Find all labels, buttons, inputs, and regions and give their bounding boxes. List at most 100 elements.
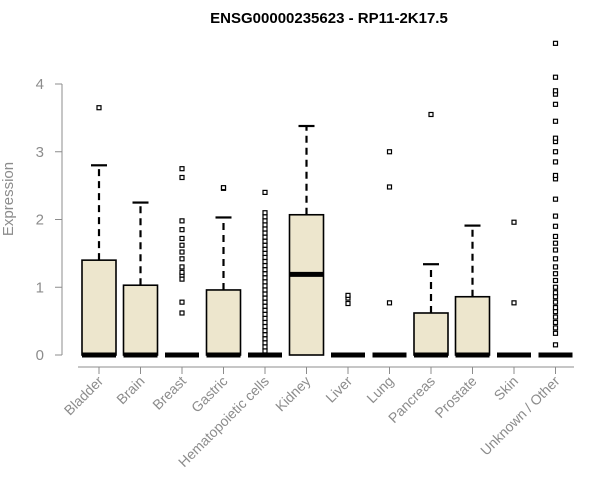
x-tick-label: Brain — [113, 373, 147, 407]
x-tick-label: Lung — [363, 373, 396, 406]
outlier-point — [262, 291, 268, 297]
outlier-point — [552, 40, 559, 46]
x-tick-label: Skin — [491, 373, 522, 404]
outlier-point — [262, 218, 268, 224]
x-tick-label: Breast — [149, 373, 189, 413]
box-10 — [454, 224, 491, 358]
outlier-point — [552, 172, 559, 179]
outlier-point — [179, 299, 185, 305]
outlier-point — [552, 314, 559, 320]
outlier-point — [220, 185, 227, 191]
x-tick-label: Liver — [322, 373, 355, 406]
outlier-point — [262, 287, 268, 293]
outlier-point — [552, 118, 559, 124]
outlier-point — [262, 323, 268, 330]
outlier-point — [552, 290, 559, 296]
box-3 — [165, 166, 199, 358]
outlier-point — [262, 344, 268, 350]
outlier-point — [262, 271, 268, 277]
x-tick-label: Unknown / Other — [477, 373, 563, 459]
x-tick-label: Bladder — [61, 373, 107, 419]
y-axis-label: Expression — [0, 162, 17, 236]
outlier-point — [262, 230, 268, 236]
outlier-point — [552, 149, 559, 155]
outlier-point — [511, 219, 517, 225]
outlier-point — [262, 315, 268, 322]
outlier-point — [262, 214, 268, 220]
outlier-point — [179, 242, 185, 248]
outlier-point — [262, 242, 268, 248]
outlier-point — [262, 254, 268, 261]
outlier-point — [179, 310, 185, 316]
outlier-point — [262, 319, 268, 326]
outlier-point — [552, 88, 559, 94]
box-iqr — [205, 289, 242, 356]
outlier-point — [179, 166, 185, 172]
outlier-point — [179, 256, 185, 262]
box-11 — [497, 219, 531, 358]
outlier-point — [262, 250, 268, 256]
boxes-group — [81, 40, 573, 358]
box-2 — [122, 201, 159, 358]
outlier-point — [262, 303, 268, 309]
outlier-point — [262, 234, 268, 240]
outlier-point — [179, 174, 185, 181]
outlier-point — [552, 233, 559, 240]
box-9 — [413, 111, 449, 358]
box-iqr — [454, 295, 491, 356]
box-12 — [538, 40, 573, 358]
y-ticks: 0 1 2 3 4 — [36, 76, 62, 364]
outlier-point — [552, 330, 559, 336]
outlier-point — [262, 332, 268, 338]
outlier-point — [552, 256, 559, 262]
outlier-point — [179, 269, 185, 275]
outlier-point — [262, 226, 268, 232]
outlier-point — [96, 105, 102, 111]
box-iqr — [122, 284, 159, 356]
chart-title: ENSG00000235623 - RP11-2K17.5 — [210, 10, 448, 27]
outlier-point — [262, 348, 268, 354]
outlier-point — [262, 189, 268, 195]
box-8 — [372, 149, 407, 358]
outlier-point — [262, 340, 268, 346]
outlier-point — [179, 249, 185, 255]
outlier-point — [428, 111, 434, 118]
outlier-point — [552, 101, 559, 107]
outlier-point — [552, 319, 559, 326]
outlier-point — [262, 328, 268, 334]
outlier-point — [386, 300, 393, 306]
outlier-point — [552, 299, 559, 305]
outlier-point — [552, 325, 559, 331]
outlier-point — [262, 299, 268, 305]
box-iqr — [81, 259, 117, 356]
outlier-point — [511, 300, 517, 306]
outlier-point — [552, 264, 559, 270]
x-tick-label: Prostate — [431, 373, 479, 421]
outlier-point — [552, 159, 559, 165]
outlier-point — [262, 267, 268, 273]
outlier-point — [552, 284, 559, 290]
outlier-point — [262, 307, 268, 313]
outlier-point — [179, 227, 185, 233]
box-1 — [81, 105, 117, 358]
y-tick-label: 2 — [36, 212, 44, 229]
outlier-point — [262, 210, 268, 216]
box-iqr — [288, 213, 325, 356]
outlier-point — [552, 304, 559, 311]
box-6 — [288, 124, 325, 356]
y-tick-label: 3 — [36, 144, 44, 161]
outlier-point — [262, 295, 268, 301]
outlier-point — [179, 235, 185, 242]
y-tick-label: 4 — [36, 76, 44, 93]
outlier-point — [552, 309, 559, 315]
y-tick-label: 0 — [36, 347, 44, 364]
outlier-point — [386, 184, 393, 190]
outlier-point — [345, 300, 351, 307]
outlier-point — [262, 336, 268, 342]
outlier-point — [262, 246, 268, 252]
outlier-point — [262, 262, 268, 269]
outlier-point — [552, 247, 559, 253]
outlier-point — [345, 292, 351, 298]
